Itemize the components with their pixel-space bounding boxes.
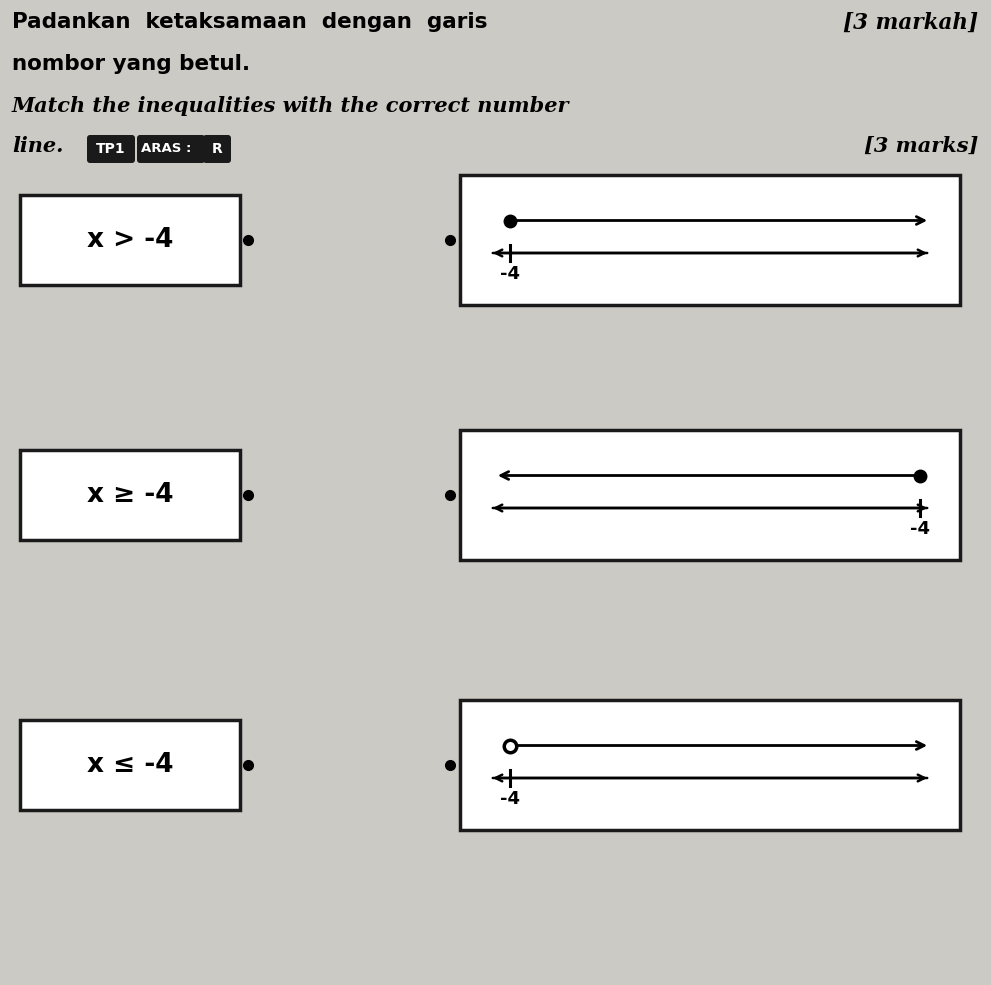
Text: -4: -4 [910,520,930,538]
Text: -4: -4 [500,790,520,808]
Text: line.: line. [12,136,63,156]
Bar [460,175,960,305]
Text: -4: -4 [500,265,520,283]
FancyBboxPatch shape [203,135,231,163]
Text: x ≥ -4: x ≥ -4 [87,482,173,508]
Text: TP1: TP1 [96,142,126,156]
Text: nombor yang betul.: nombor yang betul. [12,54,250,74]
Text: x ≤ -4: x ≤ -4 [87,752,173,778]
Text: [3 markah]: [3 markah] [843,12,978,34]
Bar [460,700,960,830]
Text: R: R [212,142,222,156]
FancyBboxPatch shape [137,135,205,163]
Text: x > -4: x > -4 [87,227,173,253]
Bar [20,450,240,540]
Text: Match the inequalities with the correct number: Match the inequalities with the correct … [12,96,570,116]
Bar [20,195,240,285]
Bar [460,430,960,560]
Text: ARAS :: ARAS : [141,143,191,156]
Text: Padankan  ketaksamaan  dengan  garis: Padankan ketaksamaan dengan garis [12,12,488,32]
Text: [3 marks]: [3 marks] [863,136,978,156]
FancyBboxPatch shape [87,135,135,163]
Bar [20,720,240,810]
